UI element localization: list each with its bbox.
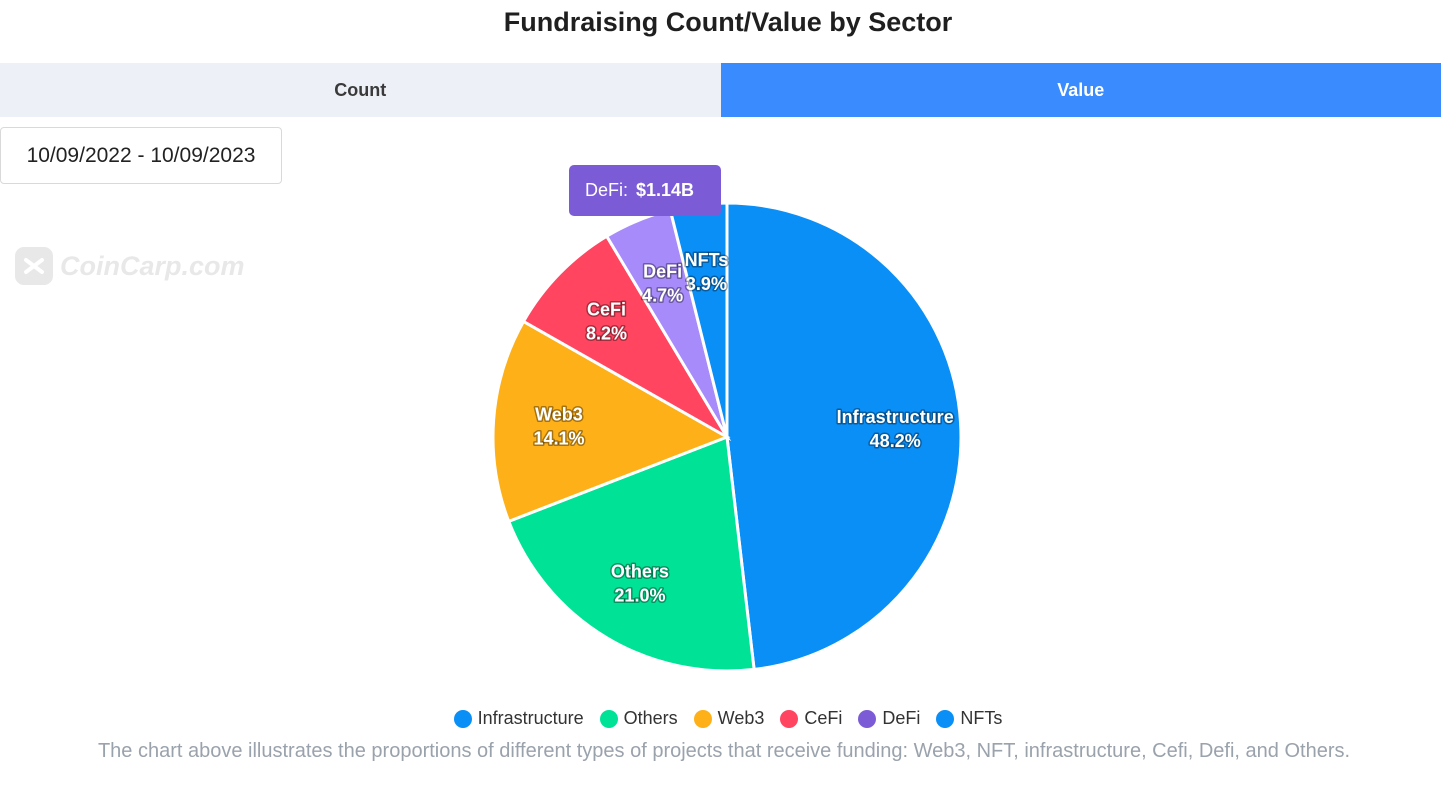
legend-label: NFTs — [960, 708, 1003, 728]
slice-value-nfts: 3.9% — [686, 274, 727, 294]
pie-slice-web3[interactable] — [491, 319, 731, 524]
slice-label-cefi: CeFi — [587, 299, 626, 319]
legend-item-nfts[interactable]: NFTs — [936, 708, 1002, 729]
chart-legend: Infrastructure Others Web3 CeFi DeFi NFTs — [0, 708, 1456, 729]
slice-value-others: 21.0% — [614, 585, 665, 605]
pie-slice-cefi[interactable] — [521, 234, 732, 442]
legend-marker-icon — [936, 709, 955, 728]
slice-label-infrastructure: Infrastructure — [837, 407, 954, 427]
legend-label: DeFi — [882, 708, 921, 728]
tooltip-label: DeFi: — [585, 180, 629, 200]
legend-item-defi[interactable]: DeFi — [858, 708, 920, 729]
coincarp-logo-icon — [15, 247, 53, 285]
slice-label-nfts: NFTs — [685, 250, 729, 270]
legend-item-cefi[interactable]: CeFi — [780, 708, 842, 729]
tab-value[interactable]: Value — [720, 63, 1441, 117]
slice-label-others: Others — [611, 561, 669, 581]
legend-marker-icon — [453, 709, 472, 728]
legend-marker-icon — [780, 709, 799, 728]
slice-value-infrastructure: 48.2% — [870, 431, 921, 451]
pie-slice-infrastructure[interactable] — [725, 201, 963, 672]
chart-tooltip: DeFi: $1.14B — [569, 165, 721, 216]
legend-item-others[interactable]: Others — [599, 708, 678, 729]
slice-value-defi: 4.7% — [642, 285, 683, 305]
legend-label: Infrastructure — [477, 708, 584, 728]
watermark: CoinCarp.com — [14, 246, 245, 286]
pie-slice-others[interactable] — [506, 434, 756, 673]
tab-bar: Count Value — [0, 63, 1441, 117]
chart-caption: The chart above illustrates the proporti… — [97, 740, 1351, 762]
slice-label-web3: Web3 — [535, 405, 583, 425]
slice-label-defi: DeFi — [643, 261, 682, 281]
legend-item-web3[interactable]: Web3 — [693, 708, 765, 729]
watermark-text: CoinCarp.com — [60, 250, 245, 281]
date-range-picker[interactable]: 10/09/2022 - 10/09/2023 — [0, 127, 282, 184]
slice-value-web3: 14.1% — [533, 429, 584, 449]
chart-title: Fundraising Count/Value by Sector — [503, 7, 953, 37]
legend-item-infrastructure[interactable]: Infrastructure — [453, 708, 584, 729]
tab-count[interactable]: Count — [0, 63, 721, 117]
legend-label: CeFi — [804, 708, 843, 728]
slice-value-cefi: 8.2% — [586, 323, 627, 343]
tooltip-value: $1.14B — [636, 180, 695, 200]
legend-marker-icon — [693, 709, 712, 728]
legend-label: Others — [623, 708, 678, 728]
legend-marker-icon — [858, 709, 877, 728]
legend-marker-icon — [599, 709, 618, 728]
legend-label: Web3 — [717, 708, 765, 728]
